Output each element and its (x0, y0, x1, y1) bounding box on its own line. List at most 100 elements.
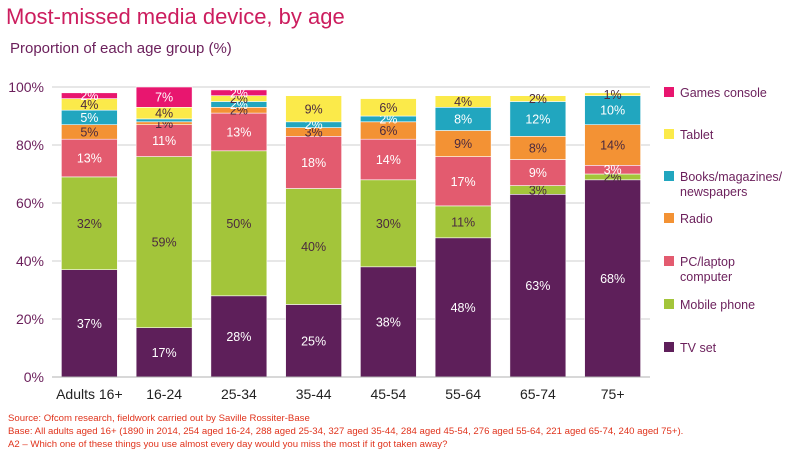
bar-segment (61, 269, 118, 378)
data-label: 12% (525, 112, 550, 126)
legend-label: TV set (680, 341, 717, 355)
bar-segment (509, 95, 567, 102)
data-label: 6% (379, 124, 397, 138)
bar-segment (210, 89, 268, 97)
chart-title: Most-missed media device, by age (6, 4, 345, 29)
data-label: 10% (600, 104, 625, 118)
bar-segment (135, 86, 193, 108)
bar-segment (285, 95, 342, 123)
bar-segment (584, 95, 641, 125)
y-tick-label: 60% (16, 195, 44, 211)
data-label: 63% (525, 279, 550, 293)
bar-segment (210, 150, 268, 297)
bar-segment (285, 188, 342, 305)
data-label: 59% (152, 236, 177, 250)
legend-swatch (664, 129, 674, 139)
bar-segment (61, 176, 118, 270)
legend-label: Tablet (680, 128, 714, 142)
bar-segment (210, 112, 268, 152)
y-tick-label: 0% (24, 369, 44, 385)
legend-label: Books/magazines/newspapers (680, 170, 783, 199)
bar-segment (584, 92, 641, 97)
data-label: 9% (454, 137, 472, 151)
legend-swatch (664, 256, 674, 266)
footnotes: Source: Ofcom research, fieldwork carrie… (8, 412, 798, 451)
data-label: 8% (529, 141, 547, 155)
source-note: Source: Ofcom research, fieldwork carrie… (8, 413, 310, 424)
bar-segment (61, 138, 118, 178)
data-label: 14% (376, 153, 401, 167)
bar-segment (434, 205, 492, 239)
bar-segment (434, 156, 492, 207)
data-label: 5% (80, 111, 98, 125)
data-label: 30% (376, 217, 401, 231)
bar-segment (509, 159, 567, 186)
bar-segment (135, 124, 193, 157)
legend-label: Radio (680, 212, 713, 226)
data-label: 4% (80, 98, 98, 112)
bar-segment (285, 136, 342, 189)
data-label: 32% (77, 217, 102, 231)
data-label: 8% (454, 112, 472, 126)
bar-segment (285, 304, 342, 378)
data-label: 3% (604, 163, 622, 177)
legend-swatch (664, 87, 674, 97)
bar-segment (210, 295, 268, 378)
y-tick-label: 80% (16, 137, 44, 153)
legend-label: Mobile phone (680, 298, 755, 312)
bar-segment (360, 266, 417, 378)
legend-swatch (664, 299, 674, 309)
x-category-label: 35-44 (296, 386, 332, 402)
data-label: 4% (155, 107, 173, 121)
base-note: Base: All adults aged 16+ (1890 in 2014,… (8, 426, 684, 437)
bar-segment (360, 179, 417, 268)
data-label: 50% (226, 217, 251, 231)
data-label: 6% (379, 101, 397, 115)
question-note: A2 – Which one of these things you use a… (8, 439, 448, 450)
data-label: 7% (155, 91, 173, 105)
x-category-label: 55-64 (445, 386, 481, 402)
x-category-label: 25-34 (221, 386, 257, 402)
legend-swatch (664, 342, 674, 352)
y-tick-label: 20% (16, 311, 44, 327)
chart-subtitle: Proportion of each age group (%) (10, 40, 232, 57)
x-category-label: 65-74 (520, 386, 556, 402)
bar-segment (434, 95, 492, 108)
x-category-label: 75+ (601, 386, 625, 402)
data-label: 3% (529, 183, 547, 197)
bar-segment (434, 237, 492, 378)
x-category-label: 45-54 (370, 386, 406, 402)
y-tick-label: 40% (16, 253, 44, 269)
data-label: 18% (301, 156, 326, 170)
bar-segment (61, 92, 118, 99)
data-label: 5% (80, 125, 98, 139)
data-label: 28% (226, 330, 251, 344)
data-label: 13% (226, 125, 251, 139)
data-label: 38% (376, 315, 401, 329)
bar-segment (434, 130, 492, 157)
data-label: 1% (604, 88, 622, 102)
stacked-bar-chart: 0%20%40%60%80%100%37%32%13%5%5%4%2%Adult… (8, 79, 783, 402)
legend-label: Games console (680, 86, 767, 100)
data-label: 14% (600, 139, 625, 153)
data-label: 25% (301, 334, 326, 348)
legend-swatch (664, 171, 674, 181)
bar-segment (584, 124, 641, 166)
data-label: 9% (529, 166, 547, 180)
data-label: 2% (80, 89, 98, 103)
data-label: 17% (451, 175, 476, 189)
data-label: 68% (600, 272, 625, 286)
data-label: 4% (454, 95, 472, 109)
legend-swatch (664, 213, 674, 223)
bar-segment (360, 138, 417, 181)
bar-segment (584, 179, 641, 378)
data-label: 17% (152, 346, 177, 360)
data-label: 13% (77, 152, 102, 166)
x-category-label: 16-24 (146, 386, 182, 402)
data-label: 11% (451, 215, 475, 229)
bar-segment (135, 156, 193, 329)
y-tick-label: 100% (8, 79, 44, 95)
data-label: 11% (152, 134, 176, 148)
data-label: 40% (301, 240, 326, 254)
bar-segment (509, 194, 567, 378)
